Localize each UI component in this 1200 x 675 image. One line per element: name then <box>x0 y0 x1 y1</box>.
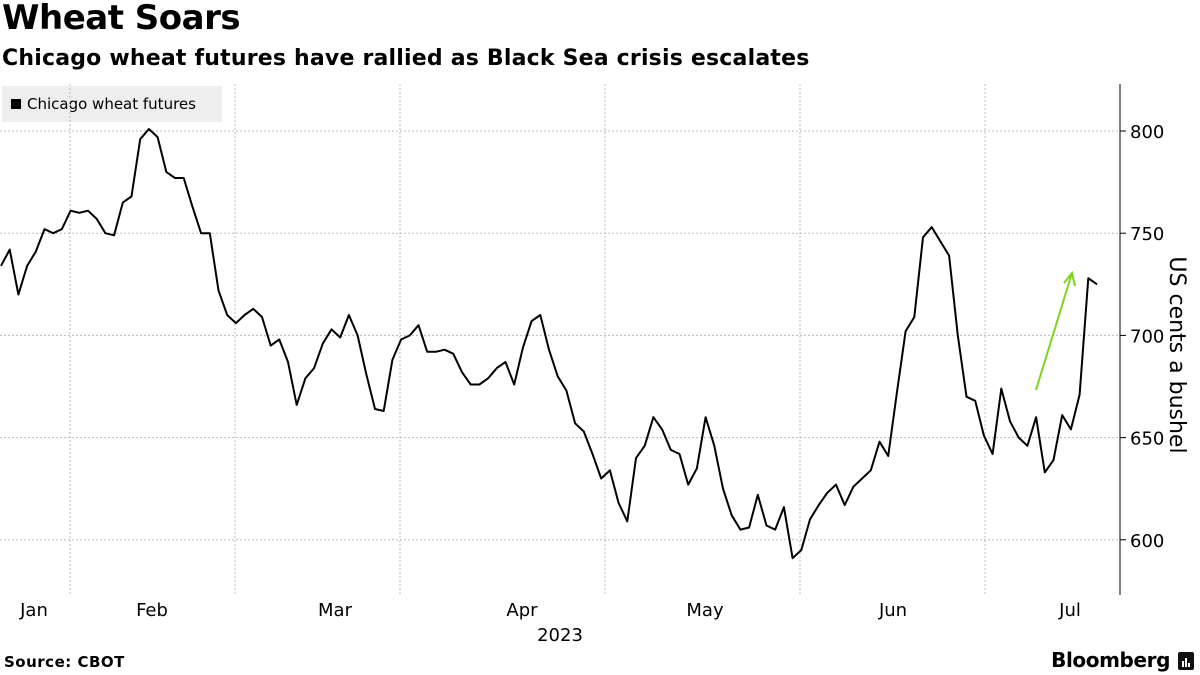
gridlines <box>0 84 1120 595</box>
legend-swatch <box>11 99 21 109</box>
bloomberg-terminal-icon <box>1178 652 1194 670</box>
year-label: 2023 <box>537 625 583 646</box>
y-axis-label: US cents a bushel <box>1164 256 1189 453</box>
series-line-chicago-wheat-futures <box>0 128 1098 560</box>
x-tick-label: Jul <box>1058 600 1081 621</box>
y-tick-label: 750 <box>1130 224 1164 245</box>
x-tick-label: Mar <box>318 600 353 621</box>
chart-title: Wheat Soars <box>2 0 241 38</box>
brand-logo: Bloomberg <box>1051 648 1170 672</box>
x-tick-label: May <box>686 600 724 621</box>
arrow-shaft <box>1035 272 1073 391</box>
x-tick-label: Feb <box>136 600 168 621</box>
y-tick-label: 800 <box>1130 122 1164 143</box>
arrow-head <box>1063 270 1076 287</box>
legend-label: Chicago wheat futures <box>27 95 196 113</box>
chart-subtitle: Chicago wheat futures have rallied as Bl… <box>2 46 810 71</box>
source-note: Source: CBOT <box>4 653 125 671</box>
x-tick-label: Jan <box>19 600 48 621</box>
x-tick-label: Apr <box>506 600 538 621</box>
y-tick-label: 600 <box>1130 531 1164 552</box>
x-tick-label: Jun <box>878 600 907 621</box>
y-axis: 600 650 700 750 800 <box>1119 84 1164 595</box>
y-tick-label: 700 <box>1130 326 1164 347</box>
trend-arrow <box>1035 270 1076 391</box>
y-tick-label: 650 <box>1130 429 1164 450</box>
x-axis: Jan Feb Mar Apr May Jun Jul <box>19 600 1081 621</box>
legend: Chicago wheat futures <box>2 86 222 122</box>
